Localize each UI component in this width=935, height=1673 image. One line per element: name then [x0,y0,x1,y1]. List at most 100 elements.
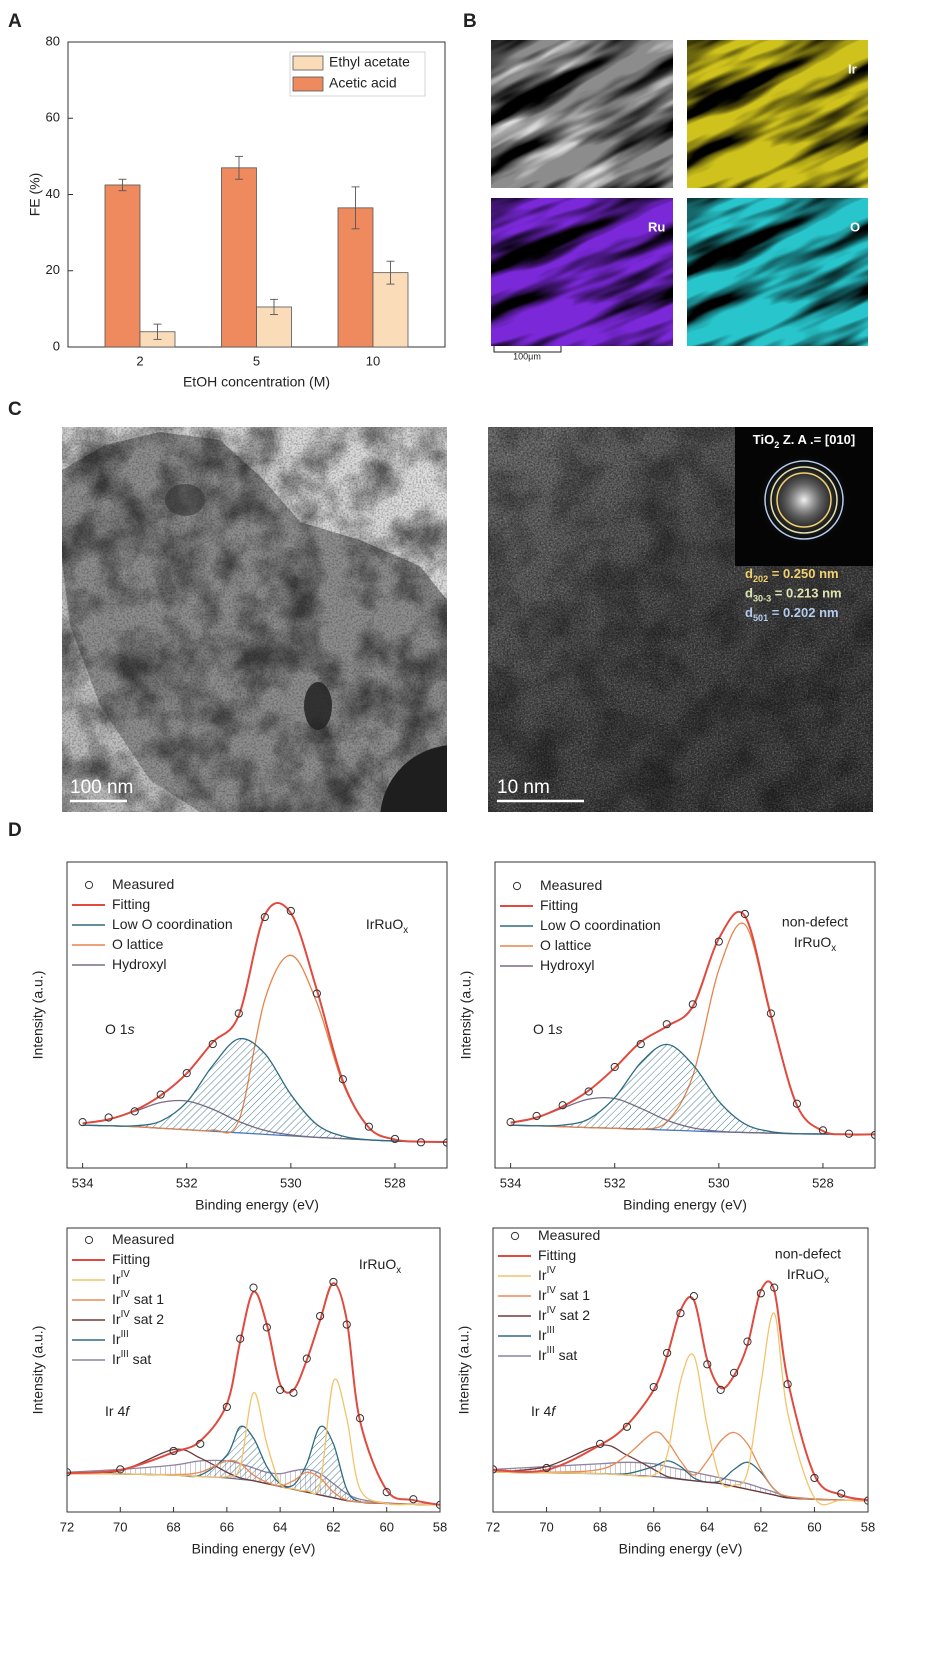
text-part: Ir [112,1331,121,1347]
x-axis-label: Binding energy (eV) [192,1541,316,1557]
legend-label: IrIV sat 1 [112,1289,164,1307]
panel-label: C [8,399,22,420]
scale-bar-label: 100μm [513,351,541,361]
text-part: III [547,1325,555,1336]
text-part: IV [547,1305,557,1316]
page: { "panels": { "labels": ["A", "B", "C", … [0,0,935,1673]
core-level-label: Ir 4f [105,1403,131,1419]
text-part: x [831,943,836,954]
eds-label: O [850,219,860,234]
text-part: IrRuO [359,1256,396,1272]
text-part: sat 1 [556,1287,590,1303]
x-tick-label: 72 [60,1519,74,1534]
x-tick-label: 64 [273,1519,287,1534]
legend-label: Low O coordination [540,917,661,933]
y-tick-label: 80 [46,33,60,48]
text-part: Ir [112,1291,121,1307]
y-tick-label: 20 [46,262,60,277]
text-part: 202 [753,574,768,584]
legend-label: Low O coordination [112,916,233,932]
text-part: = 0.250 nm [768,566,838,581]
legend-label: IrIV sat 2 [112,1309,164,1327]
dark-particle [304,682,332,730]
text-part: III [121,1349,129,1360]
y-axis-label: Intensity (a.u.) [30,1326,46,1415]
text-part: Ir [538,1287,547,1303]
y-tick-label: 40 [46,186,60,201]
legend-label: O lattice [540,937,592,953]
text-part: III [121,1329,129,1340]
x-axis-label: EtOH concentration (M) [183,374,330,390]
core-level-label: O 1s [533,1021,563,1037]
x-tick-label: 58 [433,1519,447,1534]
text-part: IV [547,1265,557,1276]
text-part: x [824,1275,829,1286]
bar [222,168,257,347]
text-part: Low O coordination [112,916,233,932]
x-tick-label: 70 [113,1519,127,1534]
x-tick-label: 68 [593,1519,607,1534]
y-axis-label: FE (%) [27,173,43,217]
y-tick-label: 60 [46,110,60,125]
legend-label: IrIV sat 2 [538,1305,590,1323]
text-part: sat [129,1351,152,1367]
x-tick-label: 532 [604,1175,626,1190]
legend-label: IrIV sat 1 [538,1285,590,1303]
y-axis-label: Intensity (a.u.) [456,1326,472,1415]
text-part: Fitting [112,1251,150,1267]
x-axis-label: Binding energy (eV) [195,1197,319,1213]
text-part: IV [121,1309,131,1320]
tem-image [62,427,530,895]
y-axis-label: Intensity (a.u.) [30,971,46,1060]
panel-label: B [463,11,477,32]
fft-inset [735,427,873,566]
text-part: x [396,1265,401,1276]
scale-bar-label: 10 nm [497,777,550,798]
text-part: Fitting [112,896,150,912]
x-tick-label: 534 [500,1175,522,1190]
text-part: d [745,586,753,601]
y-tick-label: 0 [53,338,60,353]
text-part: O 1 [105,1021,128,1037]
text-part: Ir [538,1307,547,1323]
text-part: Fitting [540,897,578,913]
panel-label: A [8,11,22,32]
text-part: Ir [538,1347,547,1363]
text-part: Measured [112,876,174,892]
text-part: Ir [112,1311,121,1327]
legend-label: Hydroxyl [112,956,166,972]
text-part: 30-3 [753,594,771,604]
texture [62,427,447,812]
figure: A B C D Ir Ru O 100μm 100 nm [0,0,935,1673]
text-part: Measured [538,1227,600,1243]
text-part: IV [121,1269,131,1280]
text-part: Z. A .= [010] [779,432,855,447]
bar [105,185,140,347]
x-tick-label: 530 [280,1175,302,1190]
text-part: IrRuO [794,934,831,950]
text-part: = 0.213 nm [771,586,841,601]
text-part: sat 2 [556,1307,590,1323]
legend-label: Fitting [112,1251,150,1267]
text-part: x [403,925,408,936]
x-tick-label: 532 [176,1175,198,1190]
legend-label: Measured [538,1227,600,1243]
x-tick-label: 64 [700,1519,714,1534]
x-tick-label: 72 [486,1519,500,1534]
core-level-label: Ir 4f [531,1403,557,1419]
text-part: IV [547,1285,557,1296]
scale-bar-label: 100 nm [70,777,133,798]
x-axis-label: Binding energy (eV) [623,1197,747,1213]
legend-label: IrIII sat [538,1345,577,1363]
text-part: III [547,1345,555,1356]
x-tick-label: 62 [754,1519,768,1534]
text-part: Ir 4 [105,1403,125,1419]
legend-label: Fitting [112,896,150,912]
text-part: sat 1 [130,1291,164,1307]
text-part: Ir [112,1271,121,1287]
eds-label: Ru [648,219,665,234]
legend-label: Fitting [540,897,578,913]
text-part: s [128,1021,135,1037]
x-tick-label: 10 [366,353,380,368]
text-part: = 0.202 nm [768,605,838,620]
